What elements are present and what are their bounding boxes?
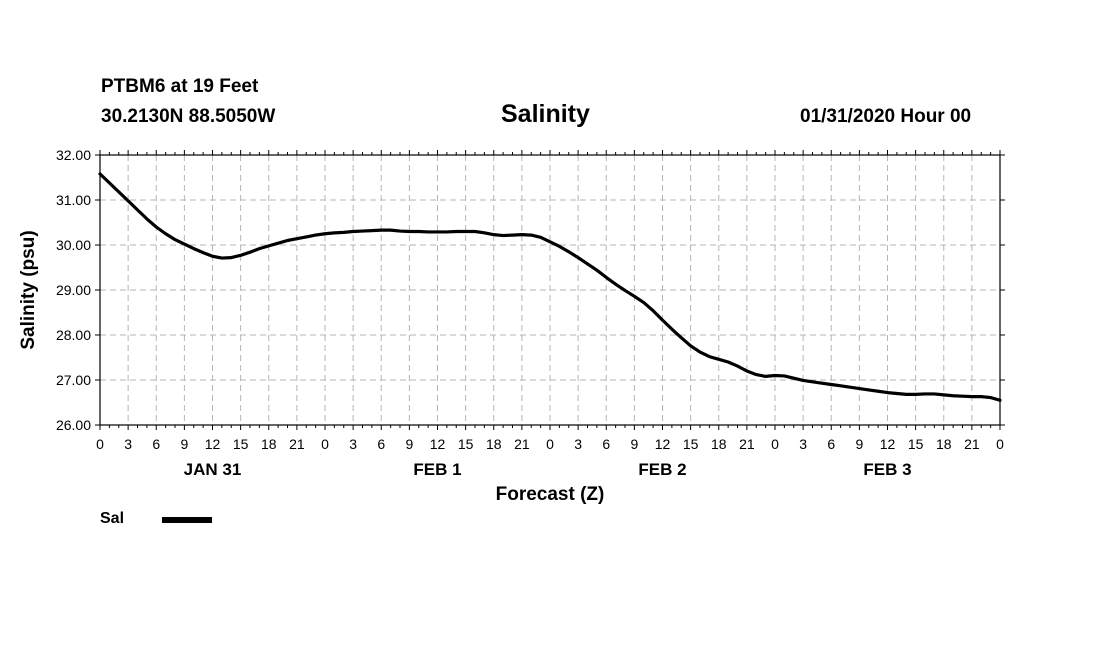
- x-tick-label: 21: [964, 436, 980, 452]
- legend-label: Sal: [100, 510, 125, 527]
- x-tick-label: 6: [602, 436, 610, 452]
- x-tick-label: 15: [683, 436, 699, 452]
- forecast-datetime: 01/31/2020 Hour 00: [800, 106, 972, 127]
- x-tick-label: 9: [405, 436, 413, 452]
- x-tick-label: 21: [289, 436, 305, 452]
- chart-title: Salinity: [501, 100, 590, 128]
- coordinates-label: 30.2130N 88.5050W: [101, 106, 276, 127]
- legend-swatch-sal: [162, 517, 212, 523]
- y-axis-label: Salinity (psu): [18, 230, 39, 349]
- y-tick-label: 27.00: [56, 372, 91, 388]
- y-tick-label: 31.00: [56, 192, 91, 208]
- x-tick-label: 21: [739, 436, 755, 452]
- x-tick-label: 6: [827, 436, 835, 452]
- x-tick-label: 0: [771, 436, 779, 452]
- x-tick-label: 0: [321, 436, 329, 452]
- y-tick-label: 32.00: [56, 147, 91, 163]
- x-tick-label: 9: [855, 436, 863, 452]
- station-label: PTBM6 at 19 Feet: [101, 76, 259, 97]
- day-labels: JAN 31 FEB 1 FEB 2 FEB 3: [184, 460, 912, 479]
- x-tick-label: 6: [152, 436, 160, 452]
- x-tick-label: 9: [630, 436, 638, 452]
- x-axis-label: Forecast (Z): [496, 484, 605, 505]
- x-tick-label: 18: [486, 436, 502, 452]
- series-line-sal: [98, 172, 1002, 402]
- y-tick-label: 26.00: [56, 417, 91, 433]
- x-tick-label: 6: [377, 436, 385, 452]
- y-tick-label: 28.00: [56, 327, 91, 343]
- day-label: FEB 3: [863, 460, 911, 479]
- y-tick-label: 29.00: [56, 282, 91, 298]
- x-tick-label: 9: [180, 436, 188, 452]
- x-tick-label: 18: [711, 436, 727, 452]
- x-tick-label: 0: [546, 436, 554, 452]
- y-tick-labels: 26.00 27.00 28.00 29.00 30.00 31.00 32.00: [56, 147, 91, 433]
- x-tick-label: 21: [514, 436, 530, 452]
- day-label: FEB 2: [638, 460, 686, 479]
- x-tick-label: 12: [655, 436, 671, 452]
- day-label: JAN 31: [184, 460, 242, 479]
- x-tick-labels: 0 3 6 9 12 15 18 21 0 3 6 9 12 15 18 21 0 3 6 9 12 15 18 21 0 3 6 9…: [96, 436, 1004, 452]
- x-tick-label: 3: [124, 436, 132, 452]
- x-tick-label: 12: [880, 436, 896, 452]
- x-tick-label: 3: [574, 436, 582, 452]
- plot-frame: [99, 154, 1001, 426]
- x-tick-label: 18: [261, 436, 277, 452]
- x-tick-label: 18: [936, 436, 952, 452]
- grid: [100, 155, 1000, 425]
- x-tick-label: 0: [996, 436, 1004, 452]
- x-tick-label: 3: [349, 436, 357, 452]
- x-tick-label: 15: [908, 436, 924, 452]
- x-tick-label: 3: [799, 436, 807, 452]
- x-tick-label: 12: [205, 436, 221, 452]
- x-tick-label: 15: [233, 436, 249, 452]
- day-label: FEB 1: [413, 460, 461, 479]
- y-tick-label: 30.00: [56, 237, 91, 253]
- x-tick-label: 15: [458, 436, 474, 452]
- x-tick-label: 12: [430, 436, 446, 452]
- x-tick-label: 0: [96, 436, 104, 452]
